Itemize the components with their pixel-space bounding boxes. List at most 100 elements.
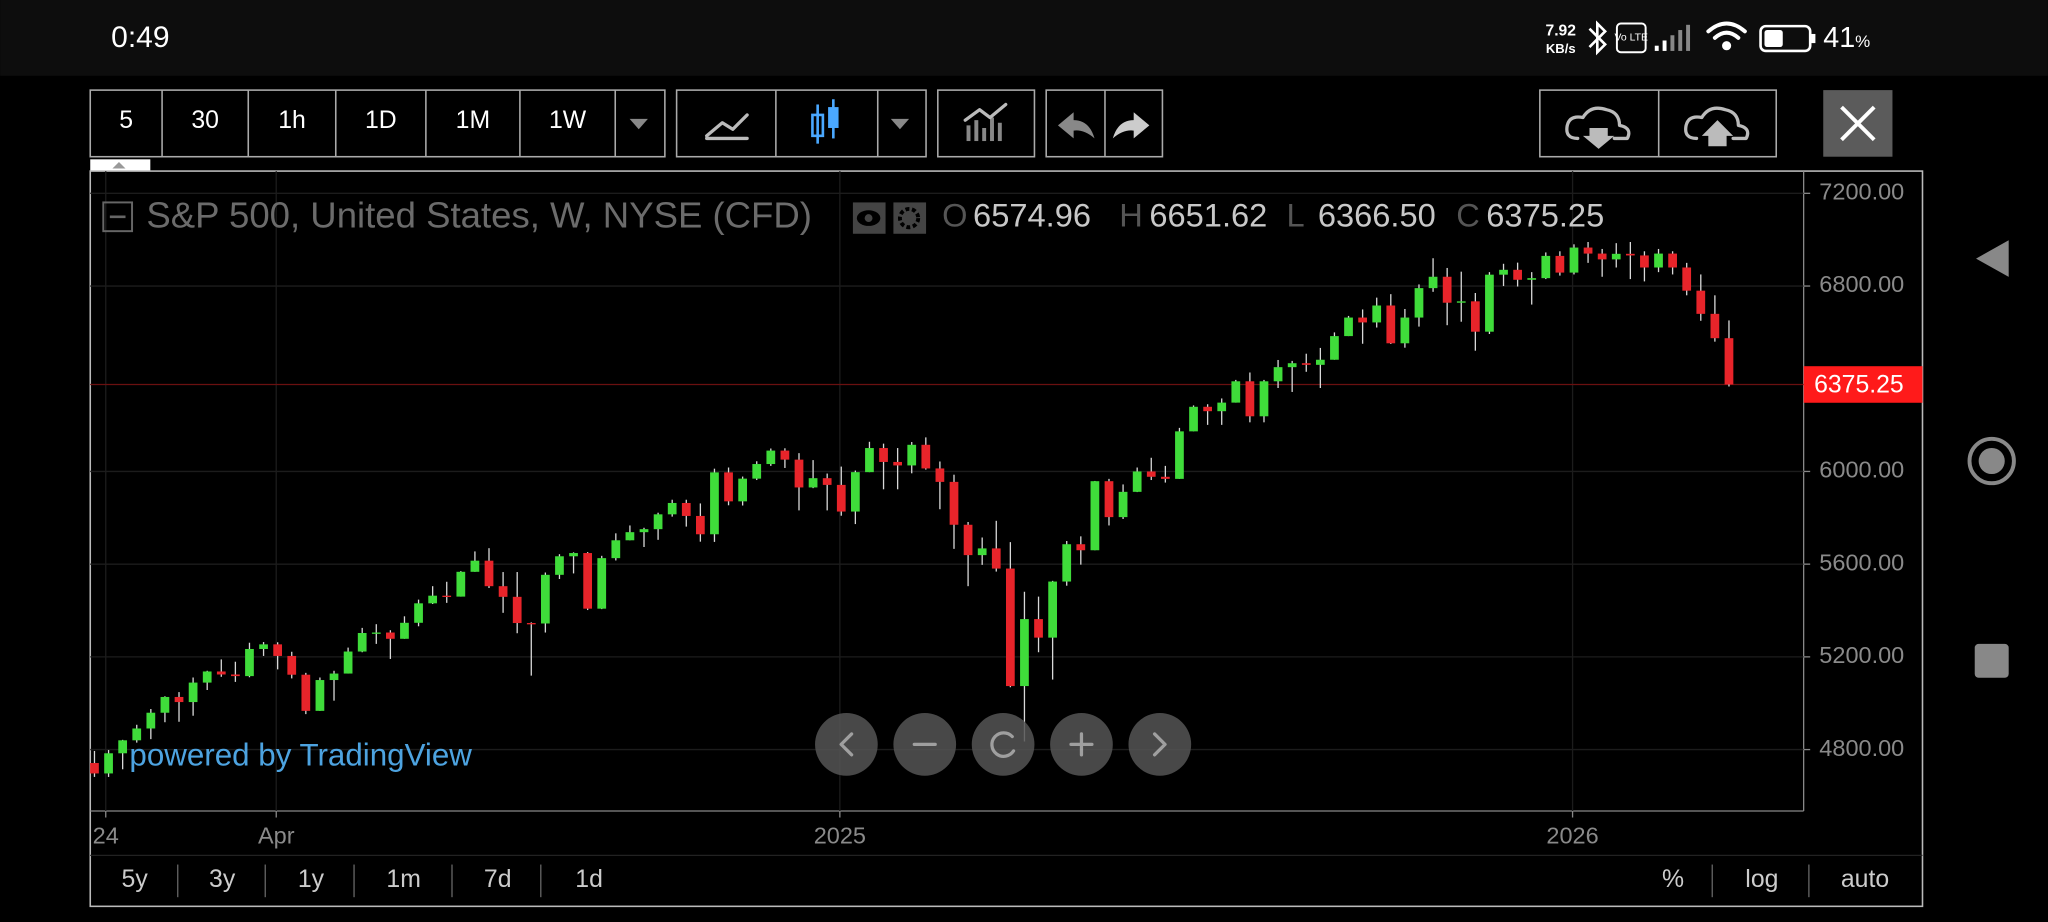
- candle-body: [710, 472, 719, 535]
- range-button[interactable]: 5y: [122, 866, 149, 893]
- candle-body: [1442, 276, 1452, 303]
- x-tick-label: 24: [93, 822, 119, 848]
- range-button[interactable]: 3y: [209, 866, 236, 893]
- legend-key: C: [1456, 197, 1480, 234]
- candle-body: [808, 478, 818, 488]
- nav-home-dot: [1978, 447, 2005, 475]
- download-button[interactable]: [1565, 106, 1631, 149]
- indicators-button[interactable]: [963, 102, 1008, 142]
- close-icon: [1840, 105, 1876, 142]
- clock: 0:49: [111, 21, 169, 54]
- range-button[interactable]: 1y: [298, 866, 325, 893]
- candle-body: [1287, 363, 1297, 368]
- candle-chart-button[interactable]: [811, 99, 839, 144]
- candle-body: [1724, 338, 1734, 385]
- scroll-left[interactable]: [815, 713, 878, 776]
- candle-body: [1160, 476, 1170, 479]
- candle-body: [1696, 290, 1706, 314]
- interval-button[interactable]: 1D: [365, 107, 397, 134]
- battery-value: 41: [1823, 22, 1855, 54]
- candle-body: [1175, 431, 1184, 479]
- y-tick-label: 4800.00: [1819, 735, 1904, 761]
- candle-body: [1513, 269, 1522, 280]
- candle-body: [104, 753, 113, 774]
- candle-body: [1625, 253, 1635, 256]
- scroll-right[interactable]: [1128, 713, 1192, 776]
- candle-body: [343, 651, 353, 674]
- range-button[interactable]: 1d: [575, 866, 603, 893]
- candle-body: [794, 459, 804, 488]
- candle-body: [526, 623, 536, 625]
- candle-body: [1203, 406, 1212, 412]
- candle-body: [386, 632, 395, 639]
- candle-body: [1654, 253, 1663, 268]
- candle-body: [231, 674, 240, 677]
- candle-body: [1611, 253, 1621, 260]
- candle-body: [569, 553, 578, 557]
- candle-body: [681, 502, 691, 516]
- bluetooth-icon: [1588, 20, 1607, 56]
- chart-type-dropdown[interactable]: [890, 118, 910, 130]
- legend-value: 6651.62: [1149, 197, 1267, 234]
- interval-button[interactable]: 5: [119, 107, 133, 134]
- reset[interactable]: [971, 713, 1035, 776]
- candle-body: [766, 450, 776, 465]
- scale-button[interactable]: %: [1662, 866, 1684, 893]
- candle-body: [1034, 619, 1043, 638]
- candle-body: [1005, 568, 1015, 687]
- nav-recents[interactable]: [1974, 643, 2009, 678]
- undo-button[interactable]: [1057, 112, 1095, 139]
- legend-value: 6574.96: [973, 197, 1091, 234]
- y-tick-label: 6000.00: [1819, 457, 1904, 483]
- candle-body: [1259, 381, 1269, 417]
- symbol-title: S&P 500, United States, W, NYSE (CFD): [146, 195, 812, 236]
- battery-icon: [1759, 24, 1812, 53]
- interval-button[interactable]: 1h: [278, 107, 306, 134]
- candle-body: [597, 558, 607, 609]
- candle-body: [273, 644, 283, 656]
- candle-body: [1315, 359, 1325, 365]
- candle-body: [484, 560, 494, 587]
- net-speed: 7.92: [1546, 22, 1577, 39]
- scale-button[interactable]: auto: [1841, 866, 1889, 893]
- candle-body: [512, 596, 522, 624]
- candle-body: [216, 671, 226, 675]
- candle-body: [1372, 305, 1382, 323]
- range-button[interactable]: 7d: [484, 866, 512, 893]
- nav-back[interactable]: [1976, 240, 2009, 277]
- volte-label: Vo LTE: [1615, 33, 1648, 44]
- scale-button[interactable]: log: [1745, 866, 1778, 893]
- upload-button[interactable]: [1684, 106, 1750, 147]
- nav-home[interactable]: [1967, 436, 2016, 486]
- watermark: powered by TradingView: [129, 738, 472, 773]
- candle-body: [907, 444, 917, 466]
- candle-body: [329, 673, 339, 681]
- candle-body: [1301, 363, 1311, 365]
- collapse-icon[interactable]: [102, 201, 134, 233]
- line-chart-button[interactable]: [705, 113, 749, 141]
- candle-body: [752, 464, 762, 479]
- candle-body: [1400, 317, 1410, 344]
- candle-body: [1146, 471, 1156, 477]
- candle-body: [1668, 253, 1677, 268]
- interval-button[interactable]: 30: [191, 107, 219, 134]
- redo-button[interactable]: [1112, 112, 1150, 139]
- candle-body: [1104, 481, 1114, 518]
- interval-dropdown[interactable]: [629, 118, 648, 130]
- battery-level: [1764, 30, 1783, 48]
- candle-body: [1330, 336, 1339, 360]
- candle-body: [1062, 544, 1072, 582]
- candle-body: [202, 671, 212, 683]
- candle-body: [1132, 471, 1142, 492]
- candle-body: [625, 532, 635, 541]
- candle-body: [1682, 267, 1692, 291]
- candle-body: [1710, 313, 1720, 339]
- interval-button[interactable]: 1W: [549, 107, 587, 134]
- candle-body: [893, 461, 903, 466]
- interval-button[interactable]: 1M: [456, 107, 490, 134]
- candle-body: [667, 502, 677, 515]
- candle-body: [850, 472, 860, 512]
- range-button[interactable]: 1m: [386, 866, 420, 893]
